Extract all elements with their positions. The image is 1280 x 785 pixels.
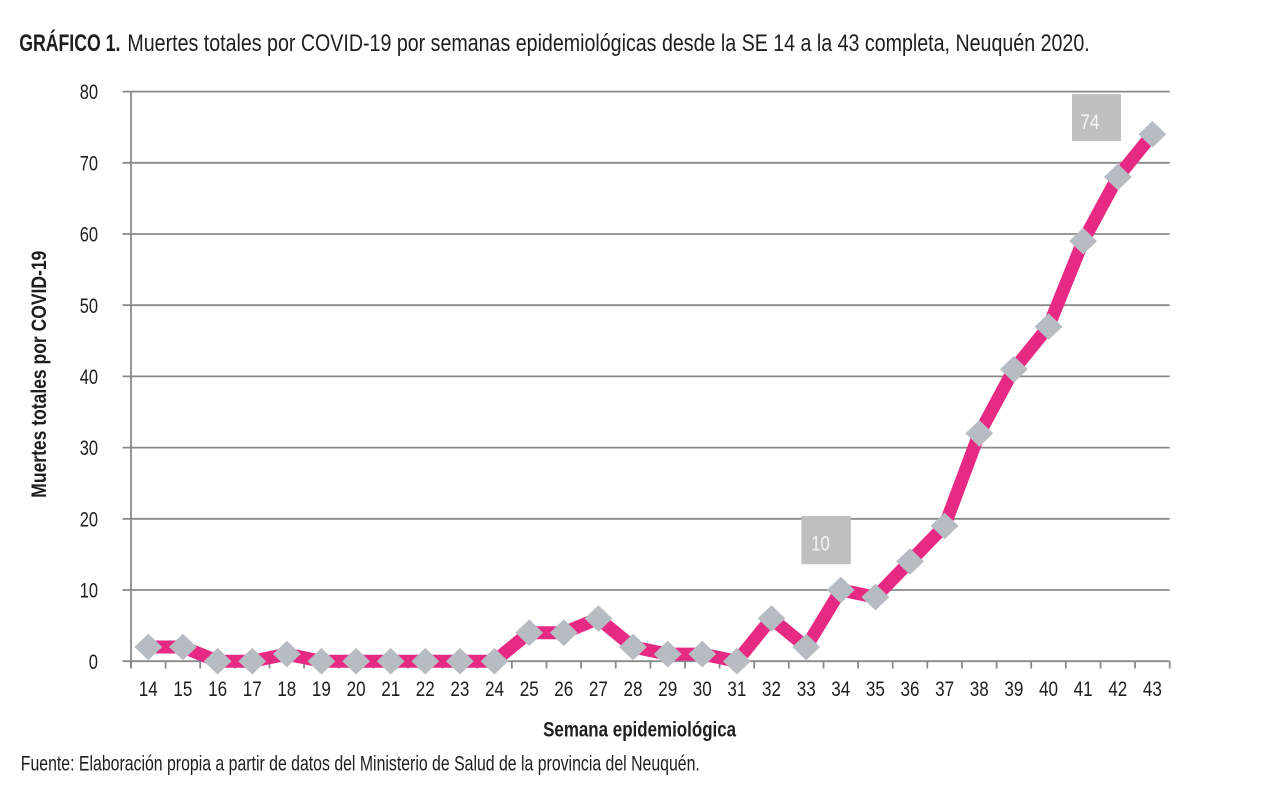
- svg-text:60: 60: [80, 224, 98, 247]
- svg-text:10: 10: [80, 580, 98, 603]
- svg-text:31: 31: [727, 678, 746, 701]
- svg-text:80: 80: [80, 81, 98, 104]
- svg-text:Semana epidemiológica: Semana epidemiológica: [543, 718, 736, 741]
- svg-text:41: 41: [1074, 678, 1093, 701]
- svg-text:19: 19: [312, 678, 331, 701]
- svg-text:GRÁFICO 1.: GRÁFICO 1.: [19, 29, 120, 57]
- svg-text:40: 40: [80, 366, 98, 389]
- svg-text:24: 24: [485, 678, 504, 701]
- svg-text:38: 38: [970, 678, 989, 701]
- svg-text:Muertes totales por COVID-19: Muertes totales por COVID-19: [28, 251, 51, 498]
- svg-text:21: 21: [381, 678, 400, 701]
- svg-text:14: 14: [139, 678, 158, 701]
- svg-text:10: 10: [811, 532, 830, 555]
- svg-text:40: 40: [1039, 678, 1058, 701]
- svg-text:70: 70: [80, 152, 98, 175]
- svg-text:20: 20: [347, 678, 366, 701]
- svg-text:34: 34: [831, 678, 850, 701]
- svg-text:15: 15: [173, 678, 192, 701]
- svg-text:36: 36: [901, 678, 920, 701]
- svg-text:28: 28: [624, 678, 643, 701]
- svg-text:30: 30: [693, 678, 712, 701]
- svg-text:43: 43: [1143, 678, 1162, 701]
- svg-text:Muertes totales por COVID-19 p: Muertes totales por COVID-19 por semanas…: [127, 30, 1089, 57]
- svg-text:16: 16: [208, 678, 227, 701]
- svg-text:39: 39: [1004, 678, 1023, 701]
- svg-text:18: 18: [277, 678, 296, 701]
- svg-text:0: 0: [89, 651, 98, 674]
- svg-text:30: 30: [80, 437, 98, 460]
- svg-text:25: 25: [520, 678, 539, 701]
- svg-text:32: 32: [762, 678, 781, 701]
- svg-text:29: 29: [658, 678, 677, 701]
- svg-text:50: 50: [80, 295, 98, 318]
- svg-text:74: 74: [1080, 111, 1099, 134]
- svg-text:22: 22: [416, 678, 435, 701]
- svg-text:20: 20: [80, 508, 98, 531]
- svg-text:Fuente: Elaboración propia a p: Fuente: Elaboración propia a partir de d…: [21, 752, 700, 775]
- svg-text:42: 42: [1108, 678, 1127, 701]
- svg-text:27: 27: [589, 678, 608, 701]
- svg-text:33: 33: [797, 678, 816, 701]
- svg-text:26: 26: [554, 678, 573, 701]
- svg-text:37: 37: [935, 678, 954, 701]
- svg-text:35: 35: [866, 678, 885, 701]
- svg-text:23: 23: [450, 678, 469, 701]
- svg-text:17: 17: [243, 678, 262, 701]
